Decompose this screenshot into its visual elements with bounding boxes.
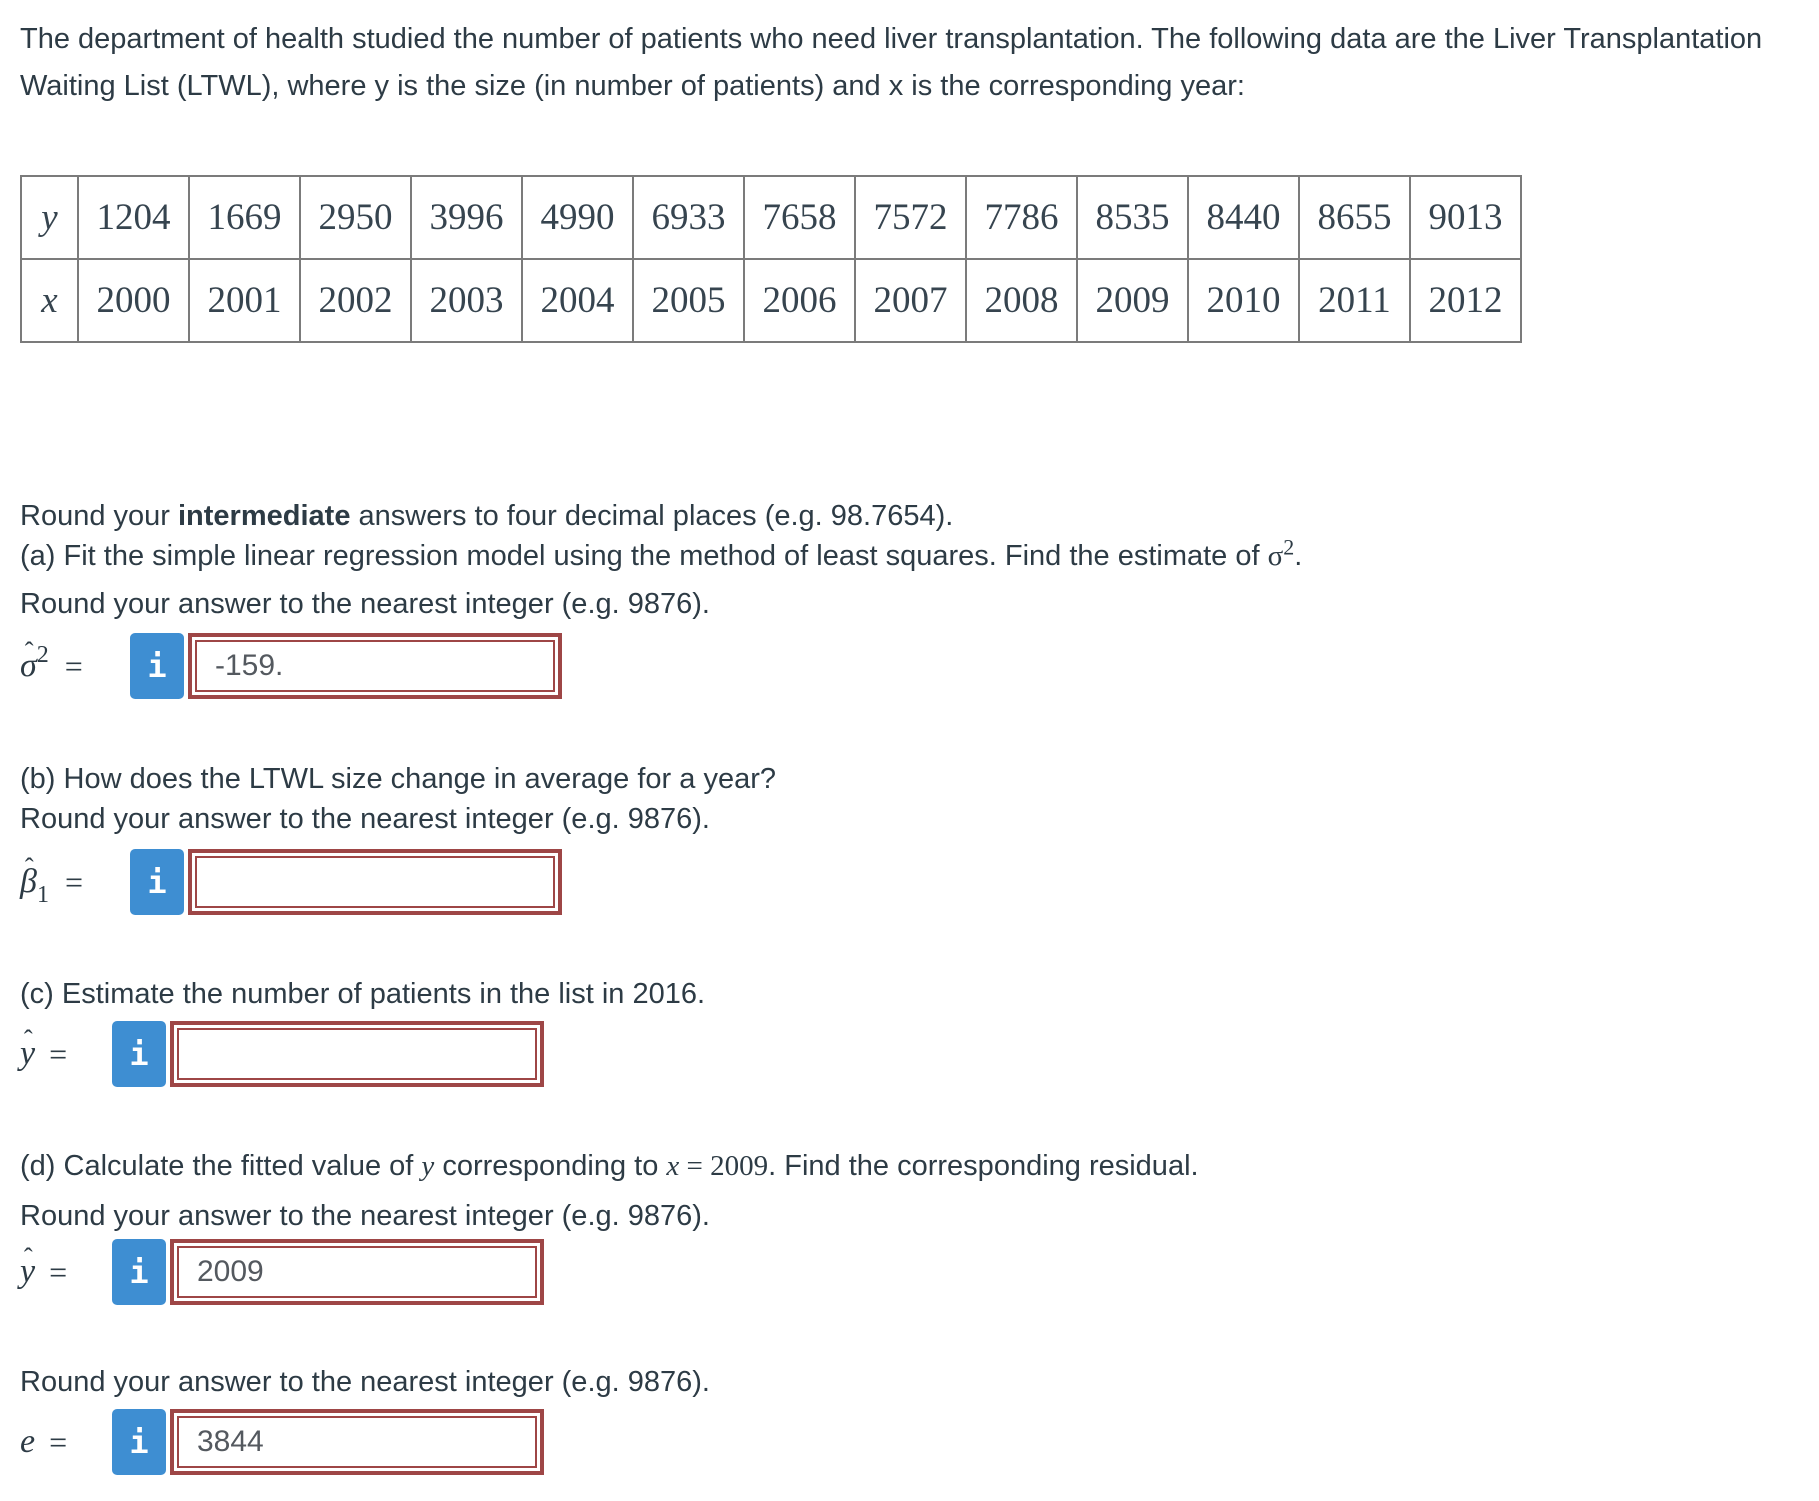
equals-sign: = — [64, 647, 83, 684]
sigma-squared-input[interactable] — [195, 640, 555, 692]
info-button[interactable]: i — [112, 1021, 166, 1087]
question-a-round-note: Round your answer to the nearest integer… — [20, 588, 710, 620]
table-cell: 2003 — [410, 258, 523, 343]
table-cell: 1669 — [188, 175, 301, 260]
table-cell: 7786 — [965, 175, 1078, 260]
residual-input[interactable] — [177, 1416, 537, 1468]
data-table: y 1204 1669 2950 3996 4990 6933 7658 757… — [20, 175, 1522, 343]
table-cell: 6933 — [632, 175, 745, 260]
question-c-heading: (c) Estimate the number of patients in t… — [20, 978, 706, 1010]
table-cell: 2011 — [1298, 258, 1411, 343]
table-cell: 2010 — [1187, 258, 1300, 343]
question-b-round-note: Round your answer to the nearest integer… — [20, 803, 710, 835]
table-cell: 2950 — [299, 175, 412, 260]
fitted-value-input[interactable] — [177, 1246, 537, 1298]
hat-accent: ˆ — [24, 636, 34, 667]
residual-round-note: Round your answer to the nearest integer… — [20, 1366, 710, 1398]
table-row-y: y 1204 1669 2950 3996 4990 6933 7658 757… — [20, 175, 1522, 260]
hat-accent: ˆ — [23, 1242, 33, 1273]
answer-box-incorrect — [170, 1409, 544, 1475]
table-cell: 2001 — [188, 258, 301, 343]
table-cell: 2004 — [521, 258, 634, 343]
table-cell: 2012 — [1409, 258, 1522, 343]
row-label-x: x — [20, 258, 79, 343]
var-x: x — [666, 1150, 680, 1182]
table-cell: 1204 — [77, 175, 190, 260]
info-button[interactable]: i — [130, 849, 184, 915]
table-cell: 8655 — [1298, 175, 1411, 260]
rounding-instructions: Round your intermediate answers to four … — [20, 500, 954, 532]
answer-box-incorrect — [170, 1021, 544, 1087]
table-cell: 2008 — [965, 258, 1078, 343]
table-cell: 4990 — [521, 175, 634, 260]
answer-box-incorrect — [188, 633, 562, 699]
table-cell: 2006 — [743, 258, 856, 343]
problem-statement: The department of health studied the num… — [20, 23, 1763, 102]
table-cell: 2000 — [77, 258, 190, 343]
question-b-heading: (b) How does the LTWL size change in ave… — [20, 763, 776, 795]
table-cell: 2005 — [632, 258, 745, 343]
equals-sign: = — [49, 1253, 68, 1290]
table-cell: 2002 — [299, 258, 412, 343]
table-cell: 8535 — [1076, 175, 1189, 260]
hat-accent: ˆ — [24, 852, 34, 883]
equals-sign: = — [49, 1035, 68, 1072]
answer-row-residual: e = i — [20, 1409, 1799, 1475]
x-equals-2009: = 2009 — [679, 1150, 769, 1182]
info-button[interactable]: i — [112, 1239, 166, 1305]
sigma-squared-symbol: σ2 — [1267, 534, 1295, 572]
intermediate-emphasis: intermediate — [178, 500, 351, 532]
equals-sign: = — [49, 1423, 68, 1460]
table-cell: 2007 — [854, 258, 967, 343]
info-button[interactable]: i — [112, 1409, 166, 1475]
var-y: y — [421, 1150, 435, 1182]
table-row-x: x 2000 2001 2002 2003 2004 2005 2006 200… — [20, 258, 1522, 343]
answer-box-incorrect — [170, 1239, 544, 1305]
question-d-round-note: Round your answer to the nearest integer… — [20, 1200, 710, 1232]
answer-box-incorrect — [188, 849, 562, 915]
hat-accent: ˆ — [23, 1024, 33, 1055]
table-cell: 3996 — [410, 175, 523, 260]
table-cell: 8440 — [1187, 175, 1300, 260]
row-label-y: y — [20, 175, 79, 260]
info-button[interactable]: i — [130, 633, 184, 699]
table-cell: 9013 — [1409, 175, 1522, 260]
beta-1-input[interactable] — [195, 856, 555, 908]
table-cell: 2009 — [1076, 258, 1189, 343]
residual-e-label: e — [20, 1423, 36, 1460]
question-a-heading: (a) Fit the simple linear regression mod… — [20, 534, 1303, 572]
table-cell: 7658 — [743, 175, 856, 260]
equals-sign: = — [64, 863, 83, 900]
y-hat-2016-input[interactable] — [177, 1028, 537, 1080]
table-cell: 7572 — [854, 175, 967, 260]
question-d-heading: (d) Calculate the fitted value of y corr… — [20, 1150, 1199, 1182]
